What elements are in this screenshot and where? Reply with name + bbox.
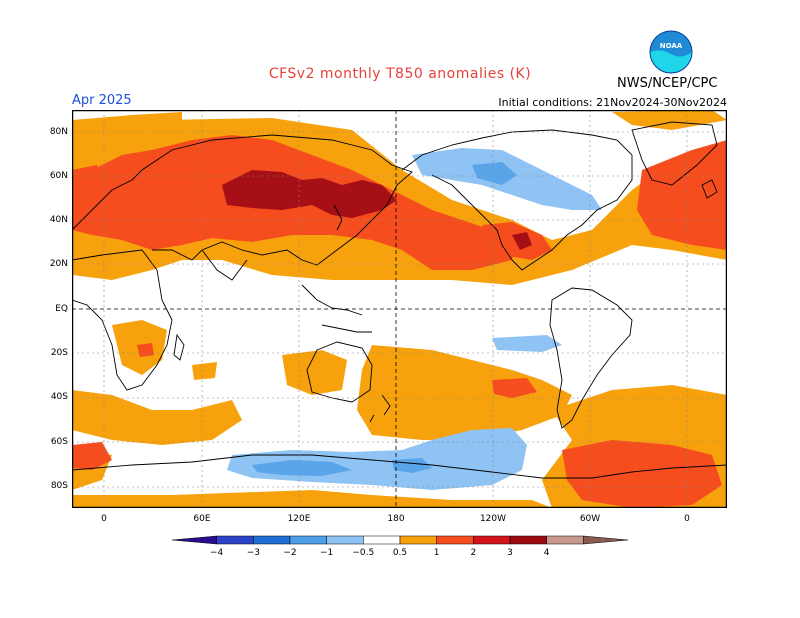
lon-label: 60W [570, 514, 610, 524]
colorbar-segment [583, 536, 628, 544]
lat-label: 40S [40, 392, 68, 402]
colorbar-label: −1 [312, 548, 342, 558]
lat-label: 40N [40, 215, 68, 225]
colorbar-label: 2 [458, 548, 488, 558]
forecast-month: Apr 2025 [72, 93, 132, 108]
lon-label: 120W [473, 514, 513, 524]
lat-label: 20N [40, 259, 68, 269]
colorbar-segment [473, 536, 510, 544]
lat-label: 80N [40, 127, 68, 137]
colorbar-label: 1 [422, 548, 452, 558]
colorbar-label: −4 [202, 548, 232, 558]
initial-conditions: Initial conditions: 21Nov2024-30Nov2024 [498, 96, 727, 109]
colorbar-label: −0.5 [348, 548, 378, 558]
colorbar-segment [437, 536, 474, 544]
colorbar-segment [547, 536, 584, 544]
lat-label: 60S [40, 437, 68, 447]
lon-label: 0 [84, 514, 124, 524]
page-title: CFSv2 monthly T850 anomalies (K) [0, 66, 800, 82]
lon-label: 180 [376, 514, 416, 524]
lon-label: 60E [182, 514, 222, 524]
colorbar-label: 4 [532, 548, 562, 558]
colorbar-segment [327, 536, 364, 544]
lon-label: 120E [279, 514, 319, 524]
noaa-logo-text: NOAA [660, 42, 683, 50]
colorbar-segment [172, 536, 217, 544]
colorbar-segment [290, 536, 327, 544]
lon-label: 0 [667, 514, 707, 524]
lat-label: 60N [40, 171, 68, 181]
colorbar-segment [217, 536, 254, 544]
colorbar-segment [510, 536, 547, 544]
lat-label: 20S [40, 348, 68, 358]
lat-label: EQ [40, 304, 68, 314]
colorbar-segment [253, 536, 290, 544]
colorbar-segment [363, 536, 400, 544]
colorbar-label: 3 [495, 548, 525, 558]
anomaly-map [72, 110, 727, 508]
colorbar-label: 0.5 [385, 548, 415, 558]
colorbar-label: −2 [275, 548, 305, 558]
colorbar-label: −3 [238, 548, 268, 558]
lat-label: 80S [40, 481, 68, 491]
colorbar-segment [400, 536, 437, 544]
